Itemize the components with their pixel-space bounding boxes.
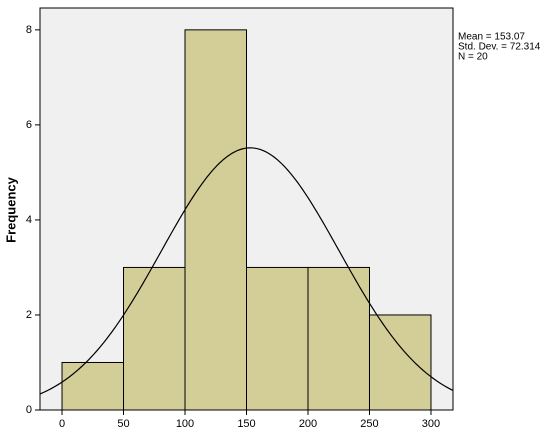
bar bbox=[61, 361, 125, 411]
bar bbox=[368, 314, 432, 411]
x-tick-label: 50 bbox=[117, 418, 129, 430]
x-tick-label: 0 bbox=[59, 418, 65, 430]
bar bbox=[123, 266, 186, 411]
x-tick-label: 200 bbox=[299, 418, 317, 430]
bar bbox=[184, 29, 248, 411]
stat-label: Std. Dev. = 72.314 bbox=[458, 42, 541, 53]
stat-label: Mean = 153.07 bbox=[458, 32, 525, 43]
y-tick-label: 2 bbox=[26, 309, 32, 321]
stat-label: N = 20 bbox=[458, 52, 488, 63]
x-tick-label: 100 bbox=[176, 418, 194, 430]
y-tick-label: 0 bbox=[26, 404, 32, 416]
y-tick-label: 8 bbox=[26, 24, 32, 36]
normal-curve bbox=[39, 147, 454, 395]
y-axis-label: Frequency bbox=[3, 176, 18, 243]
x-tick-label: 300 bbox=[422, 418, 440, 430]
y-tick-label: 4 bbox=[26, 214, 32, 226]
y-tick-label: 6 bbox=[26, 119, 32, 131]
bar bbox=[246, 266, 309, 411]
x-tick-label: 250 bbox=[360, 418, 378, 430]
bar bbox=[307, 266, 370, 411]
x-tick-label: 150 bbox=[237, 418, 255, 430]
